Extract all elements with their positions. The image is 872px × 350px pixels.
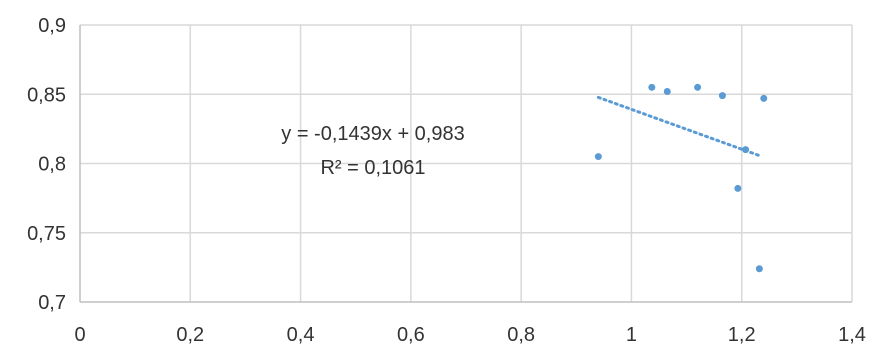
- x-tick-label: 0: [74, 324, 85, 346]
- x-tick-label: 0,8: [507, 324, 535, 346]
- data-point: [734, 184, 742, 192]
- data-point: [760, 94, 768, 102]
- annotations: y = -0,1439x + 0,983 R² = 0,1061: [281, 123, 464, 179]
- data-point: [648, 83, 656, 91]
- data-points: [594, 83, 768, 273]
- tick-labels: 0,7 0,75 0,8 0,85 0,9 0 0,2 0,4 0,6 0,8 1 1,2 1,4: [27, 15, 866, 346]
- axes: [79, 25, 852, 303]
- y-tick-label: 0,85: [27, 84, 66, 106]
- x-tick-label: 1,4: [838, 324, 866, 346]
- trendline-equation: y = -0,1439x + 0,983: [281, 123, 464, 145]
- data-point: [594, 153, 602, 161]
- x-tick-label: 1,2: [728, 324, 756, 346]
- data-point: [718, 92, 726, 100]
- data-point: [663, 87, 671, 95]
- y-tick-label: 0,75: [27, 223, 66, 245]
- y-tick-label: 0,8: [38, 154, 66, 176]
- x-tick-label: 0,4: [287, 324, 315, 346]
- y-tick-label: 0,9: [38, 15, 66, 37]
- data-point: [755, 265, 763, 273]
- trendline: [596, 95, 761, 158]
- data-point: [742, 146, 750, 154]
- data-point: [694, 83, 702, 91]
- y-tick-label: 0,7: [38, 292, 66, 314]
- trendline-layer: [596, 95, 761, 158]
- grid: [80, 24, 853, 302]
- r-squared-label: R² = 0,1061: [320, 157, 425, 179]
- x-tick-label: 0,2: [176, 324, 204, 346]
- x-tick-label: 1: [626, 324, 637, 346]
- x-tick-label: 0,6: [397, 324, 425, 346]
